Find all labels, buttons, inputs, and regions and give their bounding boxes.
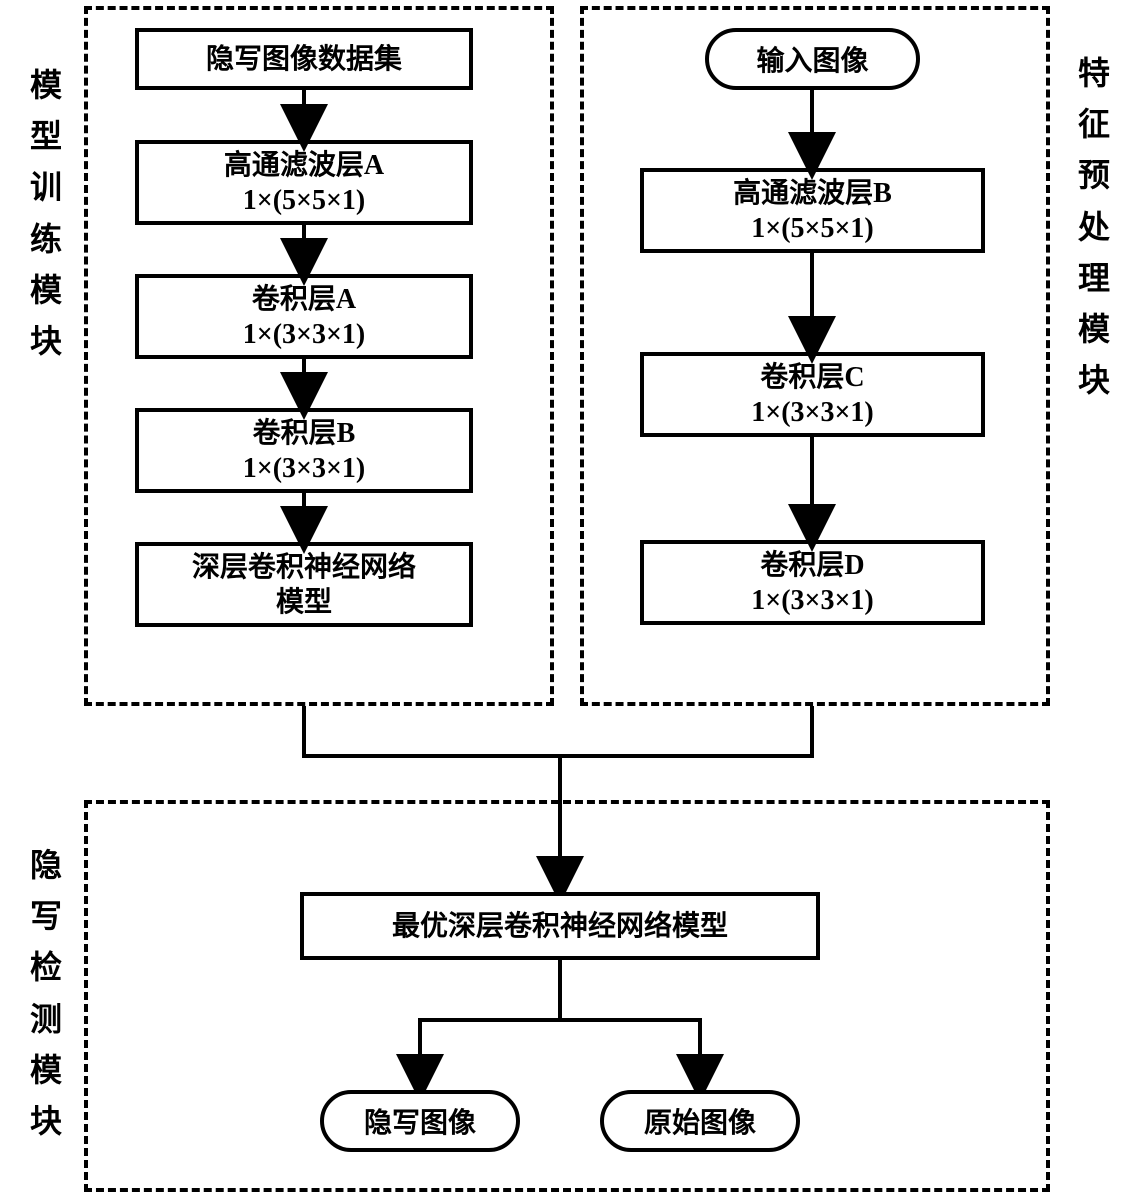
text: 1×(5×5×1) [751, 211, 874, 246]
text: 卷积层A [252, 282, 356, 317]
text: 隐写图像 [364, 1101, 476, 1141]
text: 卷积层D [760, 548, 864, 583]
connector [812, 706, 813, 756]
output-left: 隐写图像 [320, 1090, 520, 1152]
text: 卷积层C [760, 360, 864, 395]
text: 输入图像 [756, 39, 868, 79]
arrow [812, 437, 813, 540]
left-node-2: 卷积层A 1×(3×3×1) [135, 274, 473, 359]
arrow [700, 1020, 701, 1090]
input-node: 输入图像 [705, 28, 920, 90]
optimal-node: 最优深层卷积神经网络模型 [300, 892, 820, 960]
right-node-2: 卷积层D 1×(3×3×1) [640, 540, 985, 625]
connector [418, 1020, 702, 1021]
arrow [304, 493, 305, 542]
text: 1×(5×5×1) [243, 183, 366, 218]
text: 1×(3×3×1) [243, 451, 366, 486]
left-node-4: 深层卷积神经网络 模型 [135, 542, 473, 627]
arrow [304, 359, 305, 408]
left-module-label: 模型训练模块 [28, 60, 64, 367]
text: 1×(3×3×1) [751, 395, 874, 430]
text: 1×(3×3×1) [751, 583, 874, 618]
bottom-module-box [84, 800, 1050, 1192]
right-node-0: 高通滤波层B 1×(5×5×1) [640, 168, 985, 253]
left-node-3: 卷积层B 1×(3×3×1) [135, 408, 473, 493]
text: 原始图像 [644, 1101, 756, 1141]
output-right: 原始图像 [600, 1090, 800, 1152]
left-node-0: 隐写图像数据集 [135, 28, 473, 90]
canvas: 模型训练模块 隐写图像数据集 高通滤波层A 1×(5×5×1) 卷积层A 1×(… [0, 0, 1139, 1198]
text: 高通滤波层A [224, 148, 384, 183]
text: 卷积层B [253, 416, 356, 451]
left-node-1: 高通滤波层A 1×(5×5×1) [135, 140, 473, 225]
right-module-label: 特征预处理模块 [1076, 48, 1112, 406]
text: 最优深层卷积神经网络模型 [392, 909, 728, 944]
text: 高通滤波层B [733, 176, 892, 211]
arrow [812, 253, 813, 352]
text: 深层卷积神经网络 [192, 550, 416, 585]
text: 隐写图像数据集 [206, 42, 402, 77]
arrow [420, 1020, 421, 1090]
text: 1×(3×3×1) [243, 317, 366, 352]
text: 模型 [276, 585, 332, 620]
right-node-1: 卷积层C 1×(3×3×1) [640, 352, 985, 437]
arrow [304, 225, 305, 274]
arrow [812, 90, 813, 168]
connector [560, 960, 561, 1020]
bottom-module-label: 隐写检测模块 [28, 840, 64, 1147]
connector [304, 706, 305, 756]
arrow [304, 90, 305, 140]
